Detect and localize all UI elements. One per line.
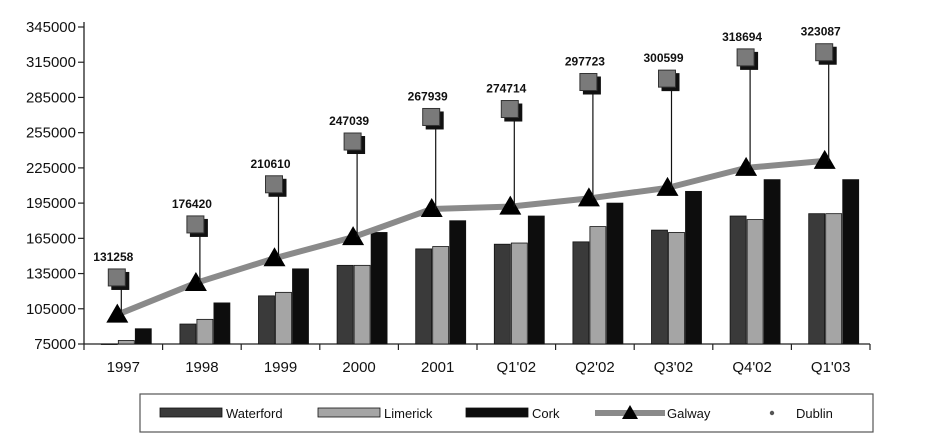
y-tick-label: 285000 <box>26 89 76 106</box>
data-label: 297723 <box>565 55 605 69</box>
bar-waterford <box>808 213 826 345</box>
legend: Waterford Limerick Cork Galway Dublin <box>139 393 874 433</box>
y-tick-label: 135000 <box>26 266 76 283</box>
legend-label-limerick: Limerick <box>384 406 433 421</box>
data-label: 300599 <box>643 51 683 65</box>
bar-cork <box>842 179 860 345</box>
galway-point <box>342 226 365 246</box>
legend-label-cork: Cork <box>532 406 560 421</box>
legend-swatch-limerick <box>317 407 381 418</box>
galway-point <box>499 195 522 215</box>
legend-label-dublin: Dublin <box>796 406 833 421</box>
dublin-marker <box>186 215 205 234</box>
galway-point <box>577 187 600 207</box>
galway-line <box>106 149 836 323</box>
data-label: 210610 <box>250 157 290 171</box>
bar-cork <box>763 179 781 345</box>
y-tick-label: 345000 <box>26 19 76 36</box>
galway-point <box>813 149 836 169</box>
bar-cork <box>370 232 388 345</box>
galway-point <box>106 303 129 323</box>
bar-limerick <box>510 242 528 345</box>
bar-waterford <box>336 264 354 345</box>
legend-swatch-cork <box>465 407 529 418</box>
bar-waterford <box>572 241 590 345</box>
galway-point <box>184 271 207 291</box>
bar-waterford <box>651 229 668 345</box>
dublin-marker <box>736 48 755 67</box>
bar-limerick <box>196 318 214 345</box>
bar-limerick <box>353 264 371 345</box>
dublin-marker <box>422 107 441 126</box>
data-label: 176420 <box>172 197 212 211</box>
bar-cork <box>213 302 231 345</box>
data-label: 274714 <box>486 82 526 96</box>
galway-point <box>420 197 443 217</box>
data-label: 267939 <box>408 89 448 103</box>
bar-waterford <box>493 243 511 345</box>
y-tick-label: 255000 <box>26 125 76 142</box>
bar-cork <box>449 220 467 345</box>
bar-cork <box>685 190 702 345</box>
bar-waterford <box>415 248 433 345</box>
x-axis: 1997 1998 1999 2000 2001 Q1'02 Q2'02 Q3'02 Q4'02… <box>83 343 871 376</box>
dublin-markers: 131258 176420 210610 247039 267939 274714 2977… <box>93 25 841 315</box>
dublin-marker <box>265 175 283 194</box>
bar-waterford <box>179 323 197 345</box>
y-tick-label: 105000 <box>26 301 76 318</box>
bar-limerick <box>117 340 135 345</box>
dublin-marker <box>500 100 519 119</box>
data-label: 318694 <box>722 30 762 44</box>
x-tick-label: 1998 <box>185 359 218 376</box>
y-axis: 75000 105000 135000 165000 195000 225000 25500… <box>26 19 85 353</box>
dublin-marker <box>815 43 834 62</box>
dublin-marker <box>579 73 598 92</box>
data-label: 131258 <box>93 250 133 264</box>
x-tick-label: Q3'02 <box>654 359 694 376</box>
galway-series-line <box>116 157 825 318</box>
y-tick-label: 315000 <box>26 54 76 71</box>
dublin-marker <box>658 69 676 88</box>
bar-cork <box>134 328 152 345</box>
bar-limerick <box>746 219 764 345</box>
bar-cork <box>292 268 309 345</box>
legend-box <box>139 393 874 433</box>
galway-point <box>263 247 286 267</box>
y-tick-label: 165000 <box>26 230 76 247</box>
dublin-marker <box>343 132 362 151</box>
data-label: 247039 <box>329 114 369 128</box>
galway-point <box>656 176 679 196</box>
x-tick-label: Q1'02 <box>497 359 537 376</box>
bar-limerick <box>668 232 685 345</box>
bar-cork <box>606 202 624 345</box>
bar-limerick <box>275 291 292 345</box>
x-tick-label: Q1'03 <box>811 359 851 376</box>
bar-limerick <box>432 246 450 345</box>
x-tick-label: Q2'02 <box>575 359 615 376</box>
legend-galway-triangle <box>622 405 638 419</box>
bar-waterford <box>258 295 275 345</box>
dublin-marker <box>107 268 126 287</box>
x-tick-label: 2001 <box>421 359 454 376</box>
galway-point <box>735 156 758 176</box>
y-tick-label: 75000 <box>34 336 76 353</box>
data-label: 323087 <box>801 25 841 39</box>
x-tick-label: 1997 <box>107 359 140 376</box>
bar-waterford <box>100 343 118 345</box>
x-tick-label: 2000 <box>342 359 375 376</box>
x-tick-label: Q4'02 <box>732 359 772 376</box>
legend-swatch-waterford <box>159 407 223 418</box>
legend-swatch-dublin <box>769 410 775 416</box>
y-tick-label: 225000 <box>26 160 76 177</box>
bars <box>100 179 860 345</box>
bar-cork <box>527 215 545 345</box>
legend-label-galway: Galway <box>667 406 711 421</box>
bar-waterford <box>729 215 747 345</box>
bar-limerick <box>589 226 607 345</box>
x-tick-label: 1999 <box>264 359 297 376</box>
bar-limerick <box>825 213 843 345</box>
legend-label-waterford: Waterford <box>226 406 283 421</box>
y-tick-label: 195000 <box>26 195 76 212</box>
